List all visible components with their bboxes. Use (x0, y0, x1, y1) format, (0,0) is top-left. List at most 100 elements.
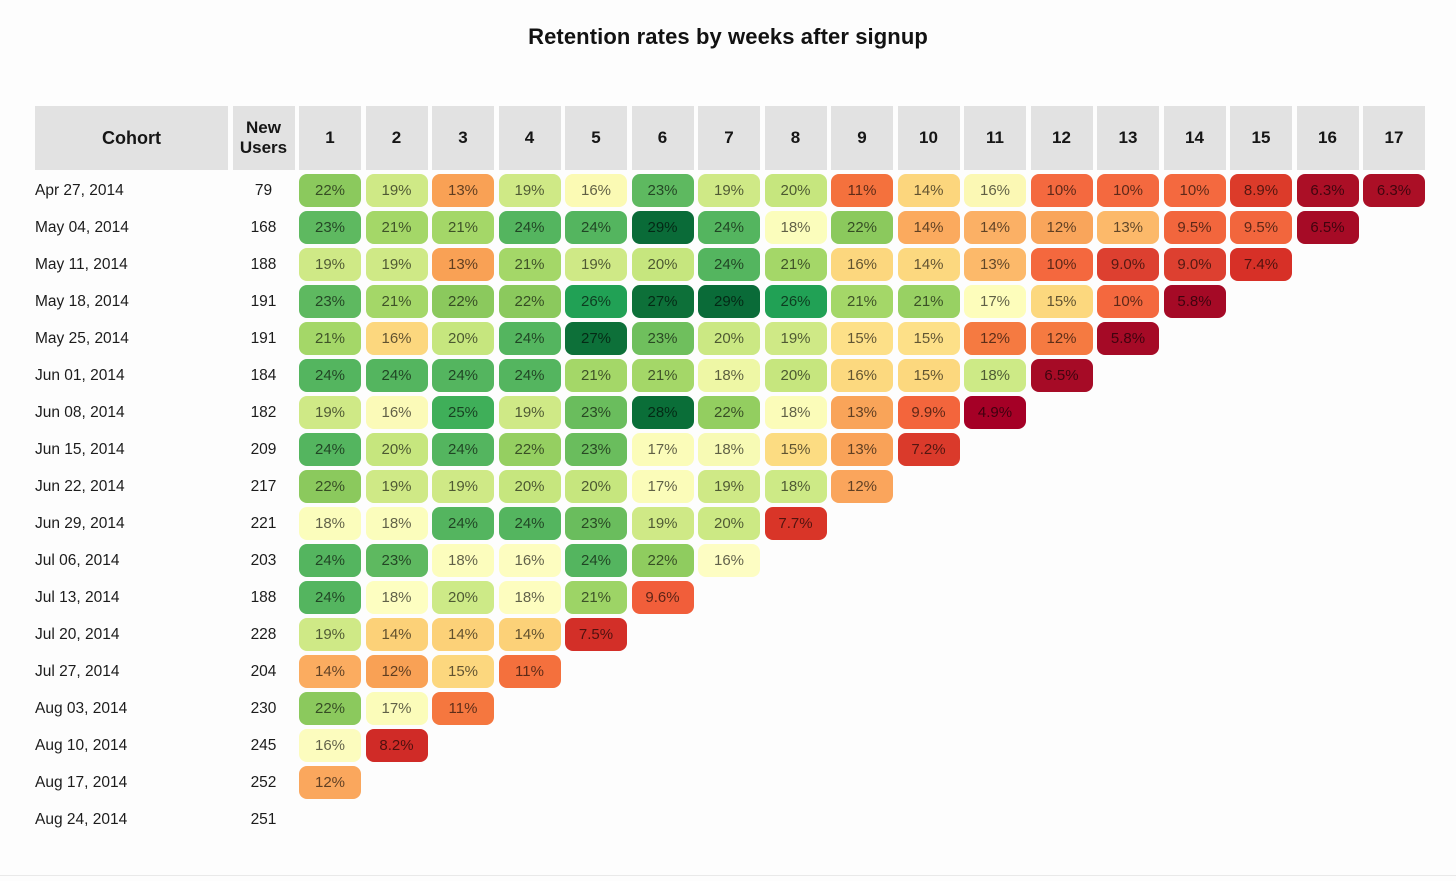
retention-cell: 18% (365, 581, 428, 614)
retention-cell: 24% (299, 581, 361, 614)
retention-cell: 18% (764, 211, 827, 244)
retention-cell: 20% (432, 322, 494, 355)
bottom-divider (0, 875, 1456, 876)
retention-cell: 24% (498, 211, 561, 244)
retention-cell: 14% (365, 618, 428, 651)
retention-cell: 21% (299, 322, 361, 355)
week-column-header-4: 4 (498, 106, 561, 170)
retention-cell: 16% (365, 322, 428, 355)
retention-cell: 24% (432, 507, 494, 540)
retention-cell: 5.8% (1097, 322, 1159, 355)
retention-cell: 7.7% (764, 507, 827, 540)
retention-cell: 22% (498, 285, 561, 318)
week-column-header-1: 1 (299, 106, 361, 170)
retention-cell: 19% (565, 248, 627, 281)
retention-cell: 21% (897, 285, 960, 318)
retention-cell: 19% (432, 470, 494, 503)
week-column-header-3: 3 (432, 106, 494, 170)
retention-cell: 8.9% (1230, 174, 1292, 207)
week-column-header-16: 16 (1296, 106, 1359, 170)
retention-cell: 10% (1163, 174, 1226, 207)
new-users-column-header: New Users (232, 106, 295, 170)
retention-cell: 13% (964, 248, 1026, 281)
retention-cell: 19% (365, 174, 428, 207)
retention-cell: 10% (1030, 248, 1093, 281)
retention-cell: 16% (964, 174, 1026, 207)
retention-cell: 13% (1097, 211, 1159, 244)
retention-cell: 21% (365, 285, 428, 318)
retention-cell: 19% (365, 470, 428, 503)
cohort-row: Aug 03, 2014 230 22% 17% 11% (35, 692, 1425, 725)
cohort-date-label: Aug 24, 2014 (35, 810, 128, 828)
retention-cell: 24% (565, 544, 627, 577)
retention-cell: 18% (432, 544, 494, 577)
retention-cell: 12% (831, 470, 893, 503)
retention-cell: 16% (498, 544, 561, 577)
cohort-row: Jun 01, 2014 184 24% 24% 24% 24% 21% 21% 18% 20% 1… (35, 359, 1425, 392)
retention-cell: 12% (1030, 322, 1093, 355)
retention-cell: 24% (299, 359, 361, 392)
cohort-date-label: Aug 17, 2014 (35, 773, 128, 791)
retention-cell: 23% (365, 544, 428, 577)
retention-cell: 14% (897, 248, 960, 281)
cohort-date-label: Jun 01, 2014 (35, 366, 125, 384)
retention-cell: 24% (498, 359, 561, 392)
retention-cell: 10% (1097, 285, 1159, 318)
retention-cell: 23% (565, 396, 627, 429)
retention-cell: 22% (498, 433, 561, 466)
cohort-row: Jul 27, 2014 204 14% 12% 15% 11% (35, 655, 1425, 688)
retention-cell: 18% (365, 507, 428, 540)
retention-cell: 21% (631, 359, 694, 392)
retention-cell: 11% (432, 692, 494, 725)
cohort-date-label: May 11, 2014 (35, 255, 128, 273)
retention-cell: 20% (698, 322, 760, 355)
retention-cell: 21% (565, 581, 627, 614)
retention-cell: 24% (299, 544, 361, 577)
week-column-header-7: 7 (698, 106, 760, 170)
retention-cell: 12% (964, 322, 1026, 355)
retention-cell: 15% (831, 322, 893, 355)
retention-cell: 27% (631, 285, 694, 318)
retention-cell: 21% (831, 285, 893, 318)
retention-cell: 17% (365, 692, 428, 725)
retention-cell: 24% (698, 211, 760, 244)
retention-cell: 22% (299, 174, 361, 207)
chart-title: Retention rates by weeks after signup (528, 24, 928, 49)
cohort-row: May 04, 2014 168 23% 21% 21% 24% 24% 29% 24% 18% 2… (35, 211, 1425, 244)
retention-cell: 20% (498, 470, 561, 503)
retention-cell: 9.0% (1163, 248, 1226, 281)
week-column-header-17: 17 (1363, 106, 1425, 170)
cohort-date-label: Jul 13, 2014 (35, 588, 120, 606)
new-users-value: 168 (250, 218, 277, 236)
retention-cell: 14% (299, 655, 361, 688)
retention-cell: 19% (498, 174, 561, 207)
cohort-date-label: Jun 15, 2014 (35, 440, 125, 458)
retention-cell: 8.2% (365, 729, 428, 762)
retention-heatmap-table: Cohort New Users 1 2 3 4 5 6 7 8 9 10 11 12 13 14 15 16 17… (35, 106, 1425, 840)
retention-cell: 20% (764, 174, 827, 207)
retention-cell: 19% (498, 396, 561, 429)
retention-cell: 11% (498, 655, 561, 688)
week-column-header-2: 2 (365, 106, 428, 170)
cohort-row: Aug 24, 2014 251 (35, 803, 1425, 836)
week-column-header-5: 5 (565, 106, 627, 170)
retention-cell: 19% (764, 322, 827, 355)
retention-cell: 24% (432, 359, 494, 392)
cohort-row: Aug 17, 2014 252 12% (35, 766, 1425, 799)
retention-cell: 22% (698, 396, 760, 429)
cohort-date-label: Jul 06, 2014 (35, 551, 120, 569)
retention-cell: 20% (698, 507, 760, 540)
new-users-value: 79 (254, 181, 273, 199)
retention-cell: 7.4% (1230, 248, 1292, 281)
retention-cell: 15% (1030, 285, 1093, 318)
retention-cell: 26% (764, 285, 827, 318)
retention-cell: 22% (432, 285, 494, 318)
cohort-date-label: Jul 27, 2014 (35, 662, 120, 680)
cohort-date-label: May 18, 2014 (35, 292, 129, 310)
retention-cell: 20% (764, 359, 827, 392)
retention-cell: 22% (631, 544, 694, 577)
week-column-header-8: 8 (764, 106, 827, 170)
retention-cell: 13% (432, 248, 494, 281)
cohort-date-label: Aug 03, 2014 (35, 699, 128, 717)
new-users-value: 217 (250, 477, 277, 495)
